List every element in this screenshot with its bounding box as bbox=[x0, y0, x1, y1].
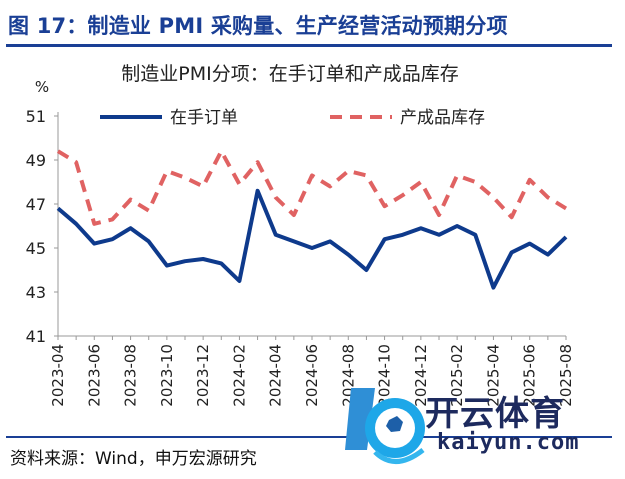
y-tick-label: 43 bbox=[26, 283, 46, 302]
x-tick-label: 2025-06 bbox=[521, 344, 539, 407]
x-tick-label: 2024-02 bbox=[230, 344, 248, 407]
legend-label-0: 在手订单 bbox=[170, 108, 238, 128]
source-rule bbox=[6, 436, 612, 438]
x-tick-label: 2024-06 bbox=[303, 344, 321, 407]
x-tick-label: 2024-04 bbox=[267, 344, 285, 407]
y-axis: 41 43 45 47 49 51 bbox=[26, 107, 59, 346]
y-tick-label: 41 bbox=[26, 327, 46, 346]
watermark: 开云体育 kaiyun.com bbox=[345, 380, 615, 472]
series-layer bbox=[56, 149, 568, 290]
watermark-text-en: kaiyun.com bbox=[437, 430, 580, 455]
x-tick-label: 2023-12 bbox=[194, 344, 212, 407]
x-tick-label: 2023-08 bbox=[122, 344, 140, 407]
x-tick-label: 2023-10 bbox=[158, 344, 176, 407]
x-tick-label: 2025-04 bbox=[484, 344, 502, 407]
y-tick-label: 49 bbox=[26, 151, 46, 170]
series-line-1 bbox=[56, 149, 568, 226]
watermark-text-cn: 开云体育 bbox=[425, 394, 565, 434]
x-tick-label: 2024-12 bbox=[412, 344, 430, 407]
x-tick-label: 2023-04 bbox=[49, 344, 67, 407]
x-tick-label: 2024-10 bbox=[376, 344, 394, 407]
kaiyun-logo-icon bbox=[345, 388, 425, 464]
legend: 在手订单 产成品库存 bbox=[100, 108, 485, 128]
unit-label: % bbox=[35, 78, 49, 96]
y-tick-label: 51 bbox=[26, 107, 46, 126]
x-tick-label: 2023-06 bbox=[85, 344, 103, 407]
x-tick-label: 2025-02 bbox=[448, 344, 466, 407]
legend-label-1: 产成品库存 bbox=[400, 108, 485, 128]
figure-title: 图 17：制造业 PMI 采购量、生产经营活动预期分项 bbox=[8, 14, 508, 38]
title-rule bbox=[6, 44, 612, 47]
x-tick-label: 2025-08 bbox=[557, 344, 575, 407]
series-line-0 bbox=[56, 188, 568, 290]
y-tick-label: 45 bbox=[26, 239, 46, 258]
source-note: 资料来源：Wind，申万宏源研究 bbox=[10, 449, 257, 469]
y-tick-label: 47 bbox=[26, 195, 46, 214]
line-chart: 制造业PMI分项：在手订单和产成品库存 % 在手订单 产成品库存 41 43 45 47… bbox=[26, 63, 575, 407]
x-axis: 2023-04 2023-06 2023-08 2023-10 2023-12 2024-… bbox=[49, 335, 575, 407]
chart-title: 制造业PMI分项：在手订单和产成品库存 bbox=[121, 63, 458, 85]
